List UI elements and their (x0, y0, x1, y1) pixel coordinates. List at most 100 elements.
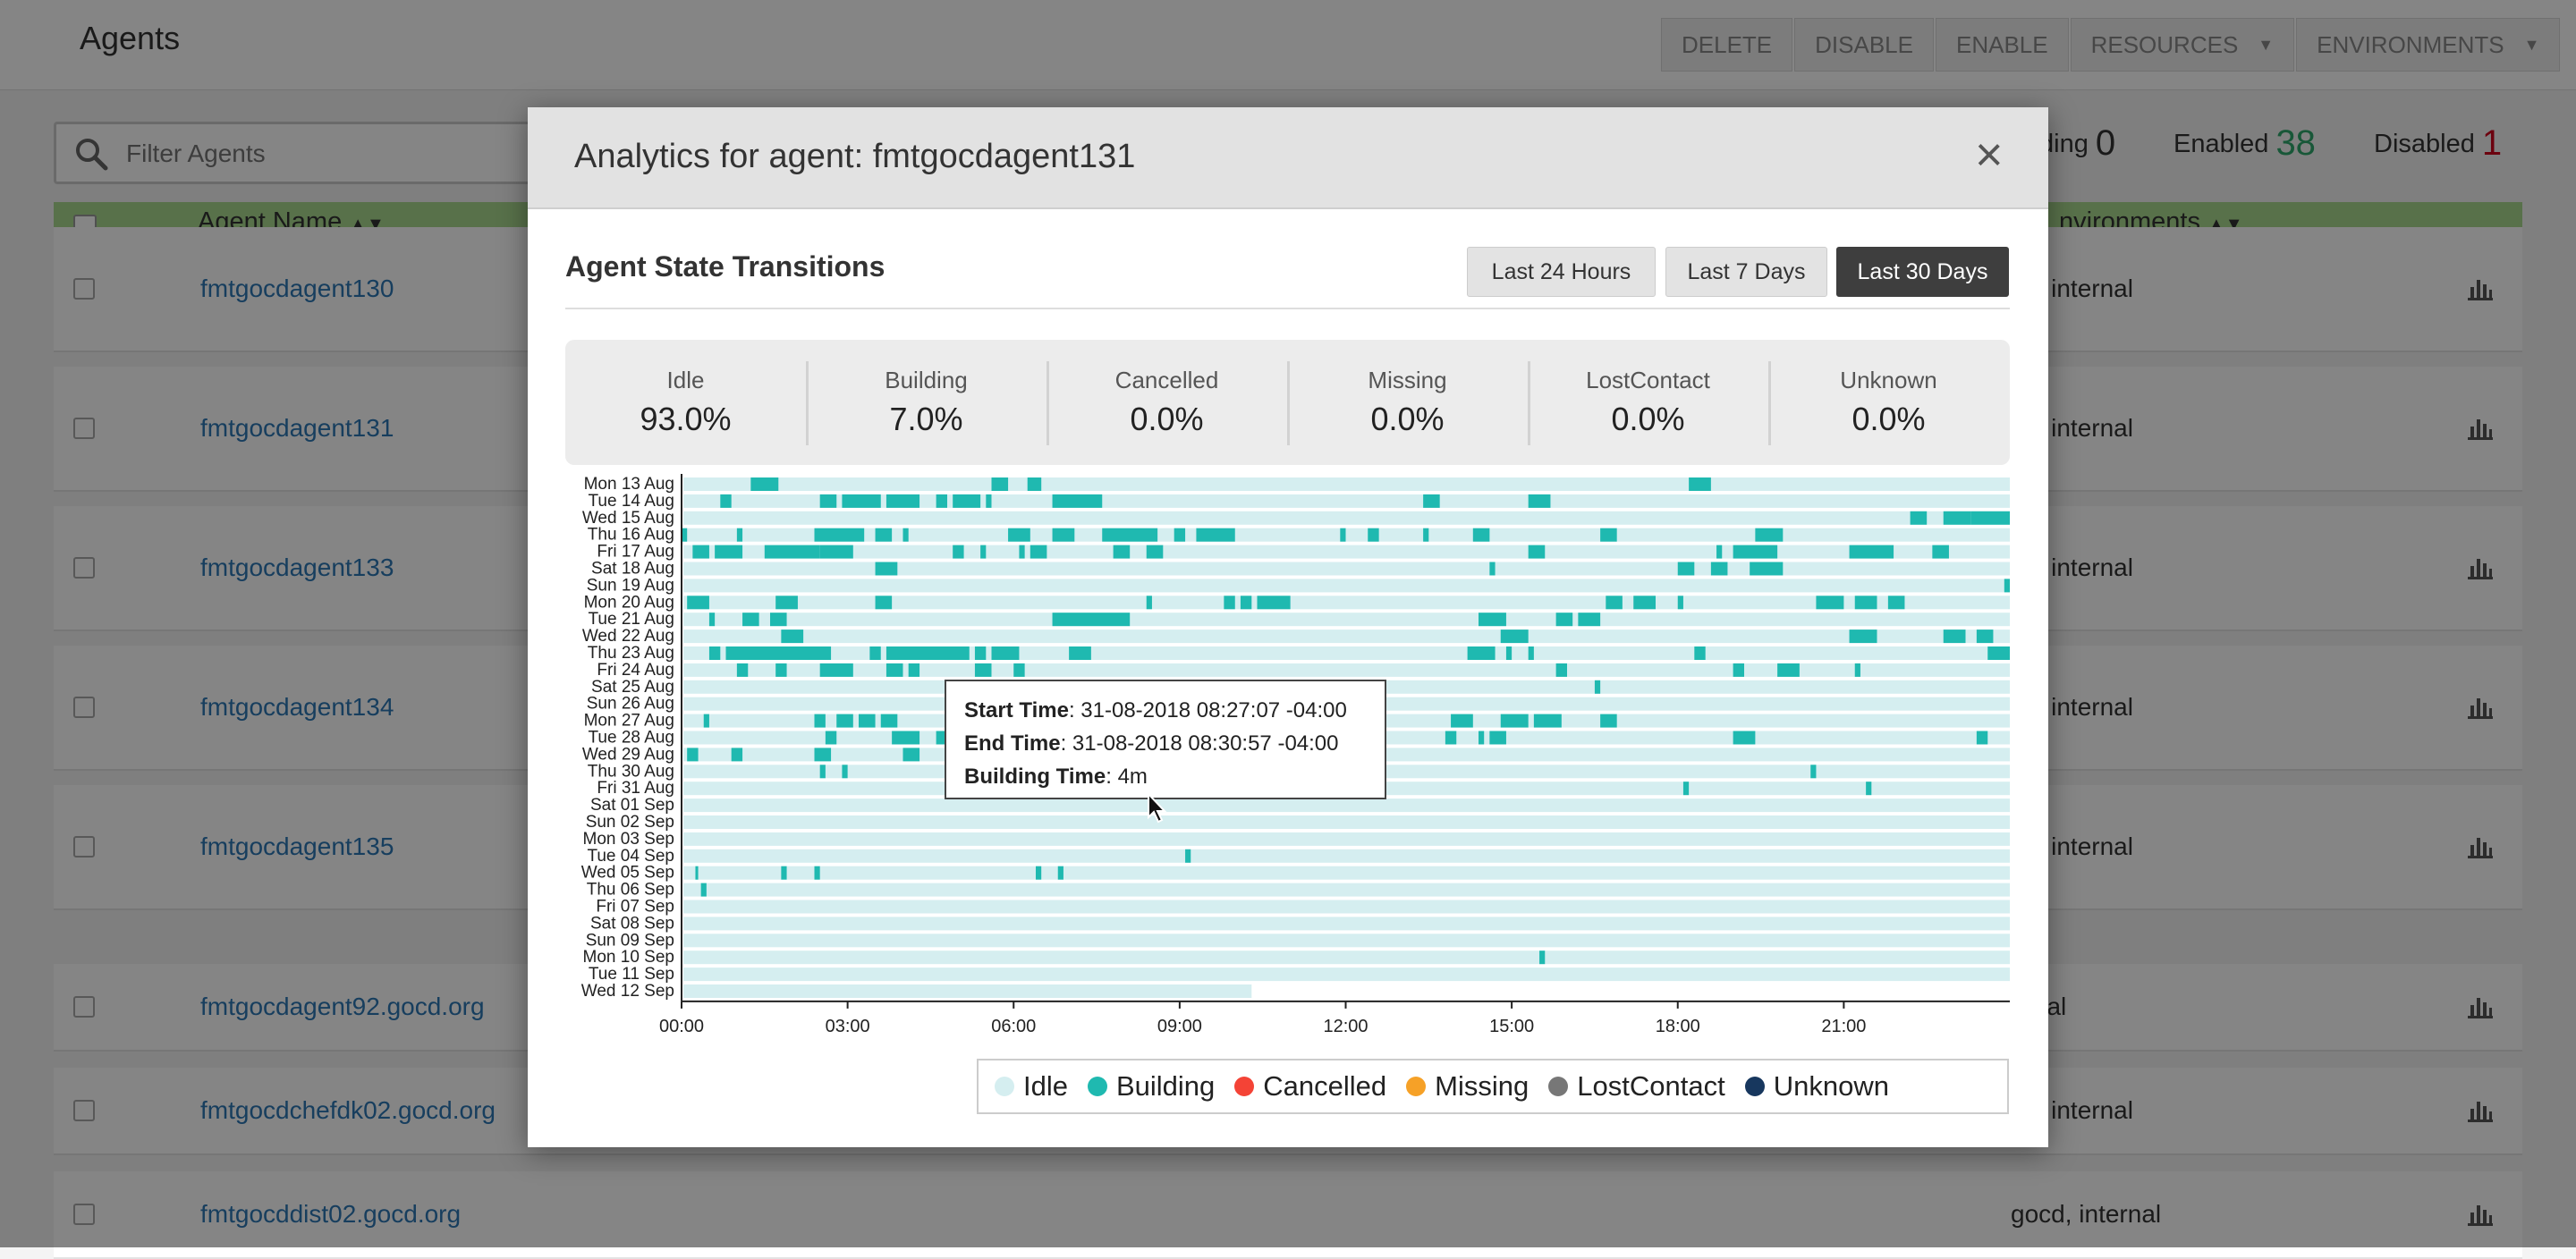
idle-bar (683, 900, 2010, 914)
legend-dot-icon (995, 1077, 1014, 1096)
agent-name-link[interactable]: fmtgocdagent130 (200, 275, 394, 302)
disable-button[interactable]: DISABLE (1794, 18, 1934, 72)
modal-header: Analytics for agent: fmtgocdagent131 × (528, 107, 2048, 209)
building-segment (1368, 528, 1379, 542)
building-segment (1677, 596, 1683, 610)
search-icon (76, 139, 108, 171)
agent-name-link[interactable]: fmtgocdagent134 (200, 693, 394, 721)
row-label: Sat 01 Sep (590, 796, 674, 815)
building-segment (1467, 646, 1496, 660)
stat-cancelled: Cancelled 0.0% (1114, 367, 1219, 437)
building-segment (814, 714, 826, 728)
building-segment (814, 748, 832, 762)
analytics-icon[interactable] (2466, 555, 2495, 580)
building-segment (687, 748, 699, 762)
agent-name-link[interactable]: fmtgocddist02.gocd.org (200, 1200, 462, 1228)
building-segment (991, 646, 1020, 660)
building-segment (1594, 680, 1601, 694)
analytics-icon[interactable] (2466, 1202, 2495, 1227)
building-segment (1445, 731, 1457, 745)
building-segment (725, 646, 832, 660)
row-checkbox[interactable] (73, 1204, 95, 1225)
row-checkbox[interactable] (73, 418, 95, 439)
building-segment (1257, 596, 1291, 610)
analytics-icon[interactable] (2466, 416, 2495, 441)
resources-button[interactable]: RESOURCES ▼ (2070, 18, 2295, 72)
building-segment (775, 663, 787, 677)
building-segment (1716, 545, 1723, 559)
building-segment (1423, 528, 1429, 542)
x-tick-label: 21:00 (1821, 1017, 1866, 1036)
delete-button[interactable]: DELETE (1661, 18, 1793, 72)
caret-down-icon: ▼ (2258, 35, 2275, 54)
analytics-icon[interactable] (2466, 1098, 2495, 1123)
building-segment (1910, 511, 1928, 525)
row-label: Fri 24 Aug (597, 661, 674, 680)
analytics-icon[interactable] (2466, 834, 2495, 859)
stat-divider (1046, 361, 1049, 445)
row-label: Sun 26 Aug (587, 695, 674, 714)
enable-button[interactable]: ENABLE (1935, 18, 2069, 72)
building-segment (736, 663, 749, 677)
building-segment (908, 663, 920, 677)
building-segment (764, 545, 820, 559)
legend-dot-icon (1087, 1077, 1107, 1096)
building-segment (1987, 646, 2010, 660)
building-segment (1887, 596, 1905, 610)
filter-agents-input[interactable] (124, 135, 539, 173)
x-tick-label: 03:00 (826, 1017, 870, 1036)
analytics-icon[interactable] (2466, 695, 2495, 720)
building-segment (974, 646, 987, 660)
agent-name-link[interactable]: fmtgocdchefdk02.gocd.org (200, 1096, 496, 1124)
row-checkbox[interactable] (73, 836, 95, 858)
analytics-icon[interactable] (2466, 994, 2495, 1019)
toolbar: DELETE DISABLE ENABLE RESOURCES ▼ ENVIRON… (1661, 18, 2562, 72)
x-tick-label: 06:00 (991, 1017, 1036, 1036)
agent-name-link[interactable]: fmtgocdagent135 (200, 832, 394, 860)
close-icon[interactable]: × (1975, 128, 2004, 182)
agent-name-link[interactable]: fmtgocdagent92.gocd.org (200, 993, 485, 1020)
building-segment (781, 866, 787, 880)
idle-bar (683, 984, 1252, 998)
idle-bar (683, 917, 2010, 931)
idle-bar (683, 579, 2010, 593)
building-segment (1052, 494, 1103, 508)
building-segment (692, 545, 709, 559)
building-segment (1539, 951, 1546, 965)
legend-label: Cancelled (1263, 1070, 1387, 1102)
row-checkbox[interactable] (73, 996, 95, 1018)
building-segment (1682, 782, 1690, 796)
row-checkbox[interactable] (73, 557, 95, 579)
building-segment (1500, 630, 1529, 644)
row-label: Tue 11 Sep (589, 965, 674, 984)
x-tick-label: 15:00 (1489, 1017, 1534, 1036)
building-segment (892, 731, 920, 745)
agent-name-link[interactable]: fmtgocdagent131 (200, 414, 394, 442)
building-segment (731, 748, 743, 762)
building-segment (974, 663, 992, 677)
last-24-hours-button[interactable]: Last 24 Hours (1467, 247, 1656, 297)
modal-title: Analytics for agent: fmtgocdagent131 (574, 138, 1136, 175)
building-segment (1052, 613, 1131, 627)
analytics-icon[interactable] (2466, 276, 2495, 301)
row-label: Thu 23 Aug (588, 644, 674, 663)
tooltip-end-time: End Time: 31-08-2018 08:30:57 -04:00 (964, 731, 1339, 756)
idle-bar (683, 934, 2010, 948)
idle-bar (683, 630, 2010, 644)
building-segment (1854, 663, 1860, 677)
last-7-days-button[interactable]: Last 7 Days (1665, 247, 1827, 297)
legend-item-unknown: Unknown (1744, 1070, 1889, 1103)
building-segment (1733, 663, 1744, 677)
building-segment (1528, 545, 1546, 559)
building-segment (1943, 511, 1971, 525)
table-row: fmtgocdagent134 cd, internal (54, 646, 2522, 771)
row-checkbox[interactable] (73, 697, 95, 718)
last-30-days-button[interactable]: Last 30 Days (1836, 247, 2009, 297)
building-segment (1027, 477, 1042, 491)
agent-name-link[interactable]: fmtgocdagent133 (200, 553, 394, 581)
environments-button[interactable]: ENVIRONMENTS ▼ (2296, 18, 2561, 72)
building-segment (1755, 528, 1784, 542)
row-checkbox[interactable] (73, 278, 95, 300)
row-checkbox[interactable] (73, 1100, 95, 1121)
building-segment (1036, 866, 1042, 880)
